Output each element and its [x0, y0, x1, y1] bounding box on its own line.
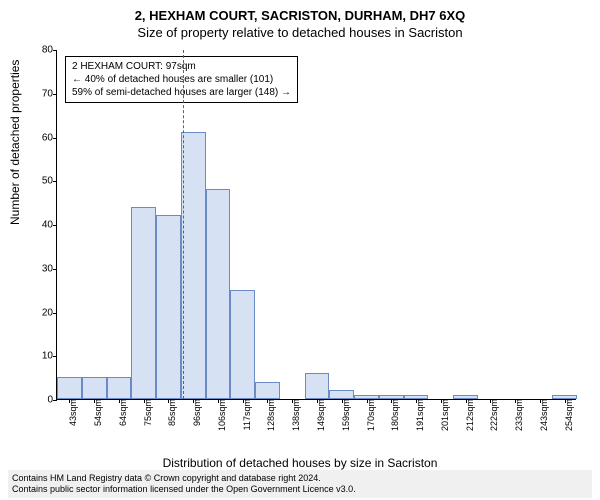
y-tick-mark: [53, 269, 57, 270]
x-tick-label: 64sqm: [116, 399, 128, 426]
x-tick-label: 180sqm: [388, 399, 400, 431]
annotation-line: 59% of semi-detached houses are larger (…: [72, 86, 291, 99]
x-tick-label: 54sqm: [91, 399, 103, 426]
x-tick-label: 117sqm: [240, 399, 252, 430]
x-tick-label: 138sqm: [289, 399, 301, 431]
histogram-bar: [206, 189, 231, 399]
histogram-bar: [82, 377, 107, 399]
histogram-bar: [230, 290, 255, 399]
annotation-line: ← 40% of detached houses are smaller (10…: [72, 73, 291, 86]
y-tick-mark: [53, 225, 57, 226]
x-tick-label: 201sqm: [438, 399, 450, 431]
x-tick-label: 75sqm: [141, 399, 153, 426]
y-axis-label: Number of detached properties: [8, 60, 22, 225]
x-tick-label: 212sqm: [463, 399, 475, 431]
page-title: 2, HEXHAM COURT, SACRISTON, DURHAM, DH7 …: [0, 0, 600, 23]
histogram-bar: [156, 215, 181, 399]
histogram-bar: [329, 390, 354, 399]
footer-line: Contains public sector information licen…: [12, 484, 588, 495]
annotation-box: 2 HEXHAM COURT: 97sqm ← 40% of detached …: [65, 56, 298, 103]
histogram-bar: [255, 382, 280, 400]
histogram-bar: [107, 377, 132, 399]
attribution-footer: Contains HM Land Registry data © Crown c…: [8, 470, 592, 498]
histogram-bar: [305, 373, 330, 399]
marker-line: [183, 50, 184, 399]
footer-line: Contains HM Land Registry data © Crown c…: [12, 473, 588, 484]
x-tick-label: 233sqm: [512, 399, 524, 431]
histogram-chart: 2 HEXHAM COURT: 97sqm ← 40% of detached …: [56, 50, 576, 400]
x-tick-label: 106sqm: [215, 399, 227, 431]
x-tick-label: 254sqm: [562, 399, 574, 431]
x-tick-label: 128sqm: [264, 399, 276, 431]
x-tick-label: 149sqm: [314, 399, 326, 431]
annotation-line: 2 HEXHAM COURT: 97sqm: [72, 60, 291, 73]
histogram-bar: [57, 377, 82, 399]
chart-subtitle: Size of property relative to detached ho…: [0, 23, 600, 40]
x-tick-label: 243sqm: [537, 399, 549, 431]
y-tick-mark: [53, 94, 57, 95]
histogram-bar: [181, 132, 206, 399]
x-tick-label: 159sqm: [339, 399, 351, 431]
y-tick-mark: [53, 138, 57, 139]
y-tick-mark: [53, 50, 57, 51]
y-tick-mark: [53, 356, 57, 357]
x-tick-label: 96sqm: [190, 399, 202, 426]
x-tick-label: 43sqm: [66, 399, 78, 426]
x-tick-label: 222sqm: [487, 399, 499, 431]
y-tick-mark: [53, 313, 57, 314]
y-tick-mark: [53, 181, 57, 182]
x-axis-label: Distribution of detached houses by size …: [0, 456, 600, 470]
x-tick-label: 85sqm: [165, 399, 177, 426]
x-tick-label: 191sqm: [413, 399, 425, 431]
y-tick-mark: [53, 400, 57, 401]
histogram-bar: [131, 207, 156, 400]
x-tick-label: 170sqm: [364, 399, 376, 431]
